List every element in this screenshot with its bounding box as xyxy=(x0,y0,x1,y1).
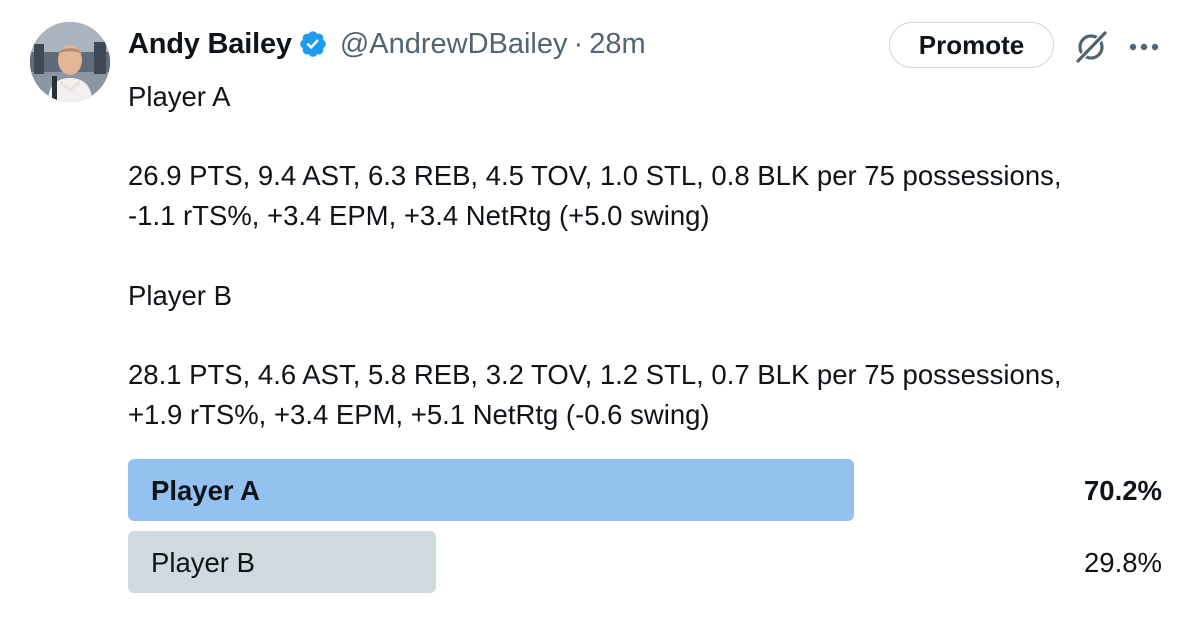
grok-icon[interactable] xyxy=(1072,28,1110,66)
poll-bar-option-a xyxy=(128,459,854,521)
tweet-text-line: -1.1 rTS%, +3.4 EPM, +3.4 NetRtg (+5.0 s… xyxy=(128,200,710,231)
tweet-header: Andy Bailey @AndrewDBailey · 28m xyxy=(128,24,646,64)
poll-option-percent: 70.2% xyxy=(1084,475,1162,506)
poll-option-label: Player B xyxy=(151,547,255,578)
author-handle[interactable]: @AndrewDBailey xyxy=(339,27,568,60)
tweet-text-line: Player A xyxy=(128,81,231,112)
tweet-text-line: 28.1 PTS, 4.6 AST, 5.8 REB, 3.2 TOV, 1.2… xyxy=(128,359,1062,390)
timestamp[interactable]: 28m xyxy=(589,27,646,60)
verified-badge-icon[interactable] xyxy=(298,29,328,59)
separator-dot: · xyxy=(573,27,584,60)
tweet-text-line: Player B xyxy=(128,280,232,311)
more-icon[interactable] xyxy=(1124,28,1164,66)
poll-option-percent: 29.8% xyxy=(1084,547,1162,578)
avatar[interactable] xyxy=(30,22,110,102)
tweet-text-line: 26.9 PTS, 9.4 AST, 6.3 REB, 4.5 TOV, 1.0… xyxy=(128,160,1062,191)
poll-bar-option-b xyxy=(128,531,436,593)
avatar-photo xyxy=(30,22,110,102)
promote-button[interactable]: Promote xyxy=(889,22,1054,68)
poll-option-label: Player A xyxy=(151,475,261,506)
tweet-text-line: +1.9 rTS%, +3.4 EPM, +5.1 NetRtg (-0.6 s… xyxy=(128,399,710,430)
display-name[interactable]: Andy Bailey xyxy=(128,27,292,60)
